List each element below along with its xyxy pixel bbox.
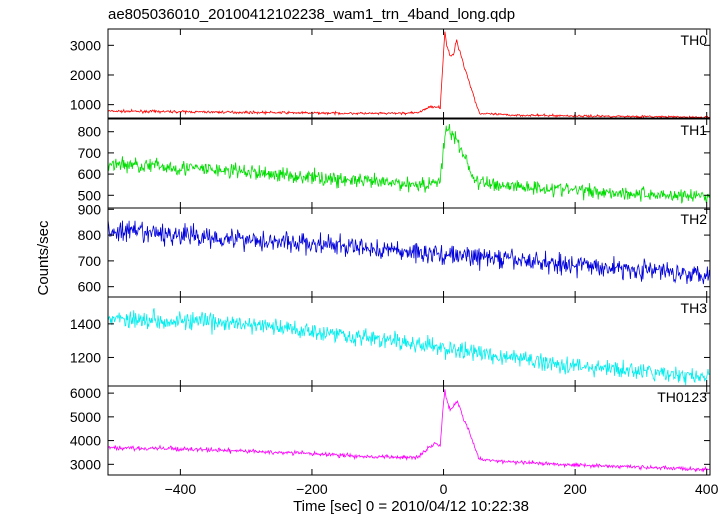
y-tick-label: 700: [78, 253, 102, 269]
x-tick-label: 0: [440, 481, 448, 497]
x-axis-title: Time [sec] 0 = 2010/04/12 10:22:38: [293, 498, 529, 515]
panel-label-th0123: TH0123: [657, 389, 707, 405]
chart-title: ae805036010_20100412102238_wam1_trn_4ban…: [108, 6, 515, 23]
y-tick-label: 6000: [70, 385, 101, 401]
y-tick-label: 1200: [70, 349, 101, 365]
y-tick-label: 1400: [70, 316, 101, 332]
y-tick-label: 2000: [70, 67, 101, 83]
panel-label-th2: TH2: [681, 211, 708, 227]
x-tick-label: −400: [165, 481, 197, 497]
x-axis: −400 −200 0 200 400: [165, 481, 719, 497]
y-axis-title: Counts/sec: [35, 220, 52, 296]
y-tick-label: 800: [78, 227, 102, 243]
series-line-th3: [108, 308, 710, 386]
series-line-th2: [108, 219, 710, 285]
panel-frame: [107, 118, 711, 209]
panel-frame: [107, 28, 711, 119]
panel-frame: [107, 207, 711, 298]
panel-frame: [107, 385, 711, 476]
x-tick-label: 400: [695, 481, 719, 497]
panel-th0: 1000 2000 3000 TH0: [70, 28, 711, 119]
x-tick-label: −200: [296, 481, 328, 497]
panel-group: 1000 2000 3000 TH0 500 600 700 800 TH1 600 700 800 9…: [70, 28, 711, 476]
y-tick-label: 900: [78, 201, 102, 217]
panel-label-th3: TH3: [681, 300, 708, 316]
panel-th2: 600 700 800 900 TH2: [78, 201, 711, 298]
series-line-th1: [108, 123, 710, 204]
x-tick-label: 200: [563, 481, 587, 497]
panel-th0123: 3000 4000 5000 6000 TH0123: [70, 385, 711, 476]
panel-label-th1: TH1: [681, 122, 708, 138]
series-line-th0: [108, 31, 710, 118]
panel-th1: 500 600 700 800 TH1: [78, 118, 711, 209]
y-tick-label: 3000: [70, 37, 101, 53]
y-tick-label: 3000: [70, 456, 101, 472]
y-tick-label: 500: [78, 187, 102, 203]
panel-th3: 1200 1400 TH3: [70, 296, 711, 387]
y-tick-label: 4000: [70, 433, 101, 449]
y-tick-label: 600: [78, 166, 102, 182]
panel-label-th0: TH0: [681, 32, 708, 48]
y-tick-label: 600: [78, 279, 102, 295]
y-tick-label: 5000: [70, 409, 101, 425]
y-tick-label: 800: [78, 124, 102, 140]
series-line-th0123: [108, 389, 710, 473]
y-tick-label: 700: [78, 145, 102, 161]
y-tick-label: 1000: [70, 97, 101, 113]
